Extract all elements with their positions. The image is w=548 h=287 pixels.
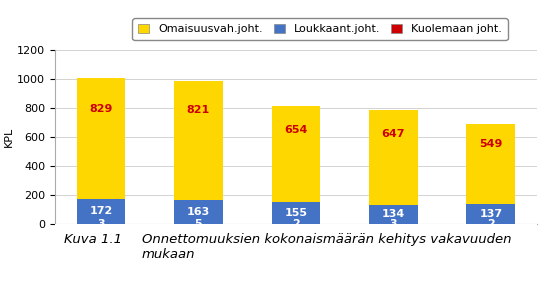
Text: 3: 3 <box>390 219 397 229</box>
Bar <box>466 124 515 204</box>
Text: Kuva 1.1: Kuva 1.1 <box>65 232 122 245</box>
Text: 2: 2 <box>487 219 495 229</box>
Bar <box>77 199 125 224</box>
Text: 654: 654 <box>284 125 307 135</box>
Bar <box>369 205 418 224</box>
Bar <box>77 78 125 199</box>
Bar <box>174 200 223 224</box>
Text: 3: 3 <box>97 219 105 229</box>
Bar <box>174 81 223 200</box>
Text: 2: 2 <box>292 219 300 229</box>
Text: 829: 829 <box>89 104 113 114</box>
Bar <box>466 204 515 224</box>
Bar <box>272 201 320 224</box>
Bar <box>272 106 320 201</box>
Text: 155: 155 <box>284 208 307 218</box>
Text: 5: 5 <box>195 219 202 229</box>
Y-axis label: KPL: KPL <box>4 127 14 147</box>
Text: 172: 172 <box>89 206 113 216</box>
Text: 134: 134 <box>382 209 405 219</box>
Bar <box>369 110 418 205</box>
Text: 821: 821 <box>187 105 210 115</box>
Text: 163: 163 <box>187 207 210 217</box>
Text: 647: 647 <box>381 129 405 139</box>
Text: Onnettomuuksien kokonaismäärän kehitys vakavuuden
mukaan: Onnettomuuksien kokonaismäärän kehitys v… <box>141 232 511 261</box>
Text: 137: 137 <box>479 209 503 219</box>
Text: 549: 549 <box>479 139 503 149</box>
Legend: Omaisuusvah.joht., Loukkaant.joht., Kuolemaan joht.: Omaisuusvah.joht., Loukkaant.joht., Kuol… <box>133 18 507 40</box>
